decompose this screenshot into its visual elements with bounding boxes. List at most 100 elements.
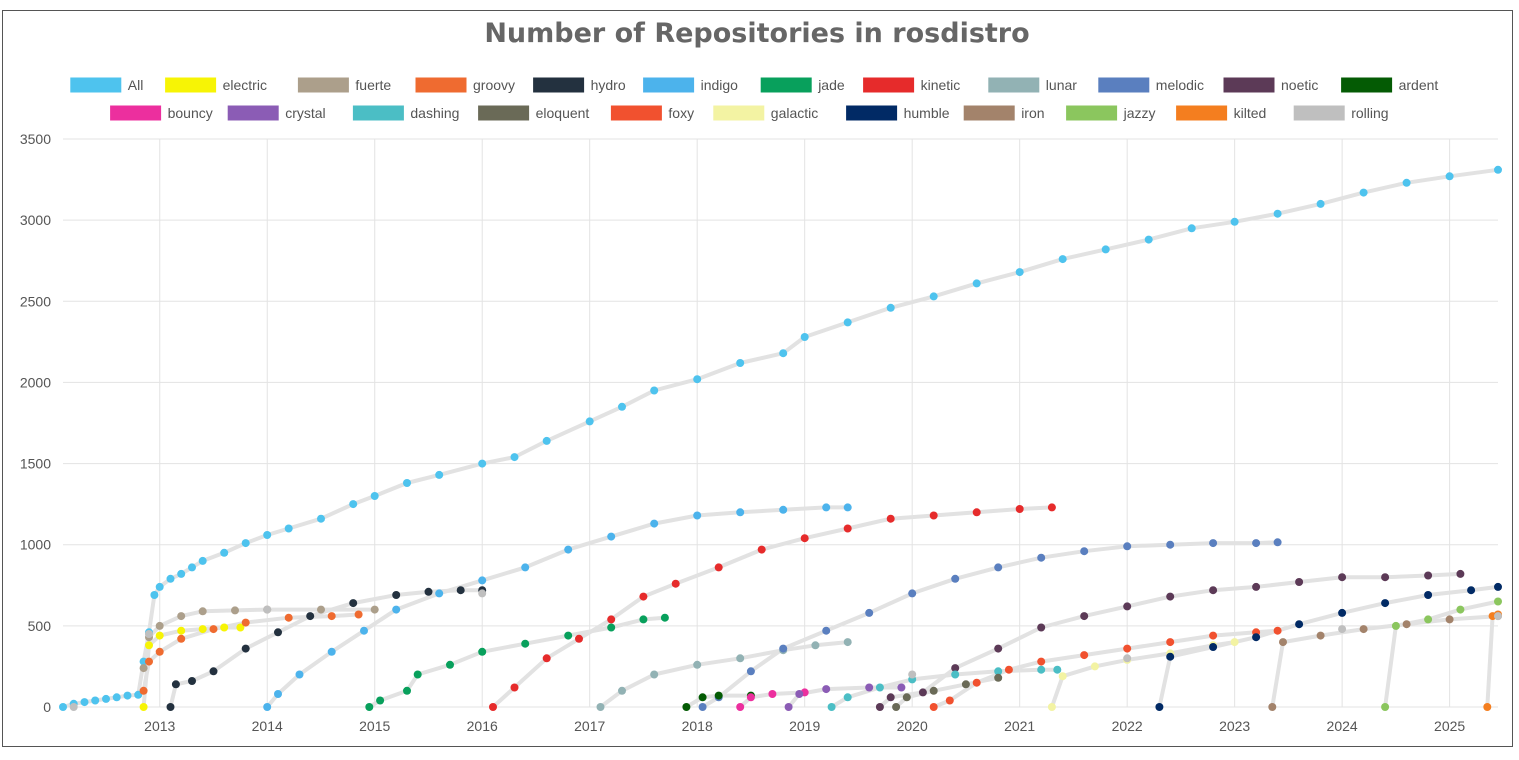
point-indigo — [295, 670, 304, 679]
point-All — [102, 694, 110, 703]
point-All — [317, 514, 325, 523]
series-line-lunar — [599, 640, 848, 709]
point-melodic — [994, 563, 1003, 572]
legend-item-fuerte: fuerte — [296, 76, 391, 94]
point-rolling — [908, 670, 917, 679]
legend-item-lunar: lunar — [987, 76, 1077, 94]
point-rolling — [1338, 625, 1347, 634]
point-dashing — [951, 670, 960, 679]
legend-item-humble: humble — [845, 104, 950, 122]
point-All — [736, 359, 745, 367]
point-indigo — [521, 563, 530, 572]
legend-swatch — [1097, 76, 1151, 94]
point-indigo — [274, 690, 282, 698]
point-noetic — [1080, 612, 1089, 621]
point-lunar — [596, 703, 605, 711]
legend-swatch — [609, 104, 663, 122]
legend-item-crystal: crystal — [226, 104, 326, 122]
legend-label: kilted — [1234, 105, 1267, 121]
point-rolling — [1494, 612, 1502, 621]
point-humble — [1155, 703, 1164, 711]
point-humble — [1424, 591, 1433, 599]
point-rolling — [69, 703, 78, 711]
legend-item-galactic: galactic — [712, 104, 818, 122]
point-humble — [1467, 586, 1476, 595]
legend-item-ardent: ardent — [1340, 76, 1438, 94]
point-melodic — [1209, 539, 1218, 548]
point-crystal — [897, 683, 906, 692]
point-hydro — [241, 644, 250, 653]
legend-label: eloquent — [536, 105, 590, 121]
point-All — [1359, 188, 1368, 197]
point-All — [155, 582, 164, 591]
point-kinetic — [929, 511, 938, 520]
point-rolling — [478, 589, 487, 598]
point-foxy — [1123, 644, 1132, 653]
point-kinetic — [489, 703, 497, 711]
series-line-All — [62, 167, 1499, 709]
point-groovy — [284, 613, 293, 622]
point-humble — [1252, 633, 1261, 642]
x-tick-label: 2024 — [1327, 718, 1358, 734]
point-kinetic — [757, 545, 766, 554]
point-hydro — [166, 703, 175, 711]
series-line-kinetic — [491, 505, 1052, 709]
point-noetic — [1424, 571, 1433, 580]
chart-title: Number of Repositories in rosdistro — [484, 18, 1029, 49]
point-jade — [660, 613, 669, 622]
point-All — [1144, 235, 1153, 244]
point-melodic — [698, 703, 707, 711]
legend-item-indigo: indigo — [642, 76, 739, 94]
point-hydro — [424, 587, 433, 596]
point-dashing — [1037, 665, 1046, 674]
point-All — [1402, 178, 1411, 187]
point-All — [929, 292, 938, 301]
point-All — [650, 386, 659, 395]
point-dashing — [843, 693, 852, 702]
point-melodic — [1273, 538, 1282, 547]
point-kinetic — [714, 563, 723, 572]
point-All — [123, 691, 132, 700]
point-noetic — [875, 703, 884, 711]
point-All — [585, 417, 594, 426]
point-All — [284, 524, 293, 533]
legend-swatch — [962, 104, 1016, 122]
point-All — [150, 591, 159, 599]
point-lunar — [736, 654, 745, 663]
point-jade — [607, 623, 616, 632]
point-humble — [1209, 643, 1218, 651]
point-jazzy — [1381, 703, 1390, 711]
point-indigo — [736, 508, 745, 517]
point-indigo — [392, 605, 401, 614]
point-foxy — [929, 703, 938, 711]
point-noetic — [1209, 586, 1218, 595]
point-groovy — [155, 647, 164, 656]
point-ardent — [698, 693, 707, 702]
point-kinetic — [639, 592, 648, 601]
legend-item-foxy: foxy — [609, 104, 694, 122]
point-melodic — [1123, 542, 1132, 551]
point-galactic — [1090, 662, 1099, 671]
point-All — [80, 698, 89, 707]
point-jade — [446, 660, 454, 669]
point-All — [166, 574, 175, 583]
point-hydro — [188, 677, 196, 685]
legend-label: indigo — [701, 77, 739, 93]
legend-label: groovy — [473, 77, 515, 93]
point-indigo — [693, 511, 702, 520]
point-lunar — [693, 660, 702, 669]
point-indigo — [779, 505, 788, 514]
legend-item-kilted: kilted — [1175, 104, 1267, 122]
series-line-kilted — [1485, 612, 1499, 708]
point-noetic — [1037, 623, 1046, 632]
point-iron — [1268, 703, 1277, 711]
point-jade — [564, 631, 573, 640]
point-humble — [1338, 608, 1347, 617]
legend-swatch — [226, 104, 280, 122]
legend-swatch — [1222, 76, 1276, 94]
point-melodic — [951, 574, 960, 583]
point-hydro — [306, 612, 315, 621]
legend-swatch — [862, 76, 916, 94]
point-All — [370, 492, 379, 500]
x-tick-label: 2025 — [1434, 718, 1465, 734]
